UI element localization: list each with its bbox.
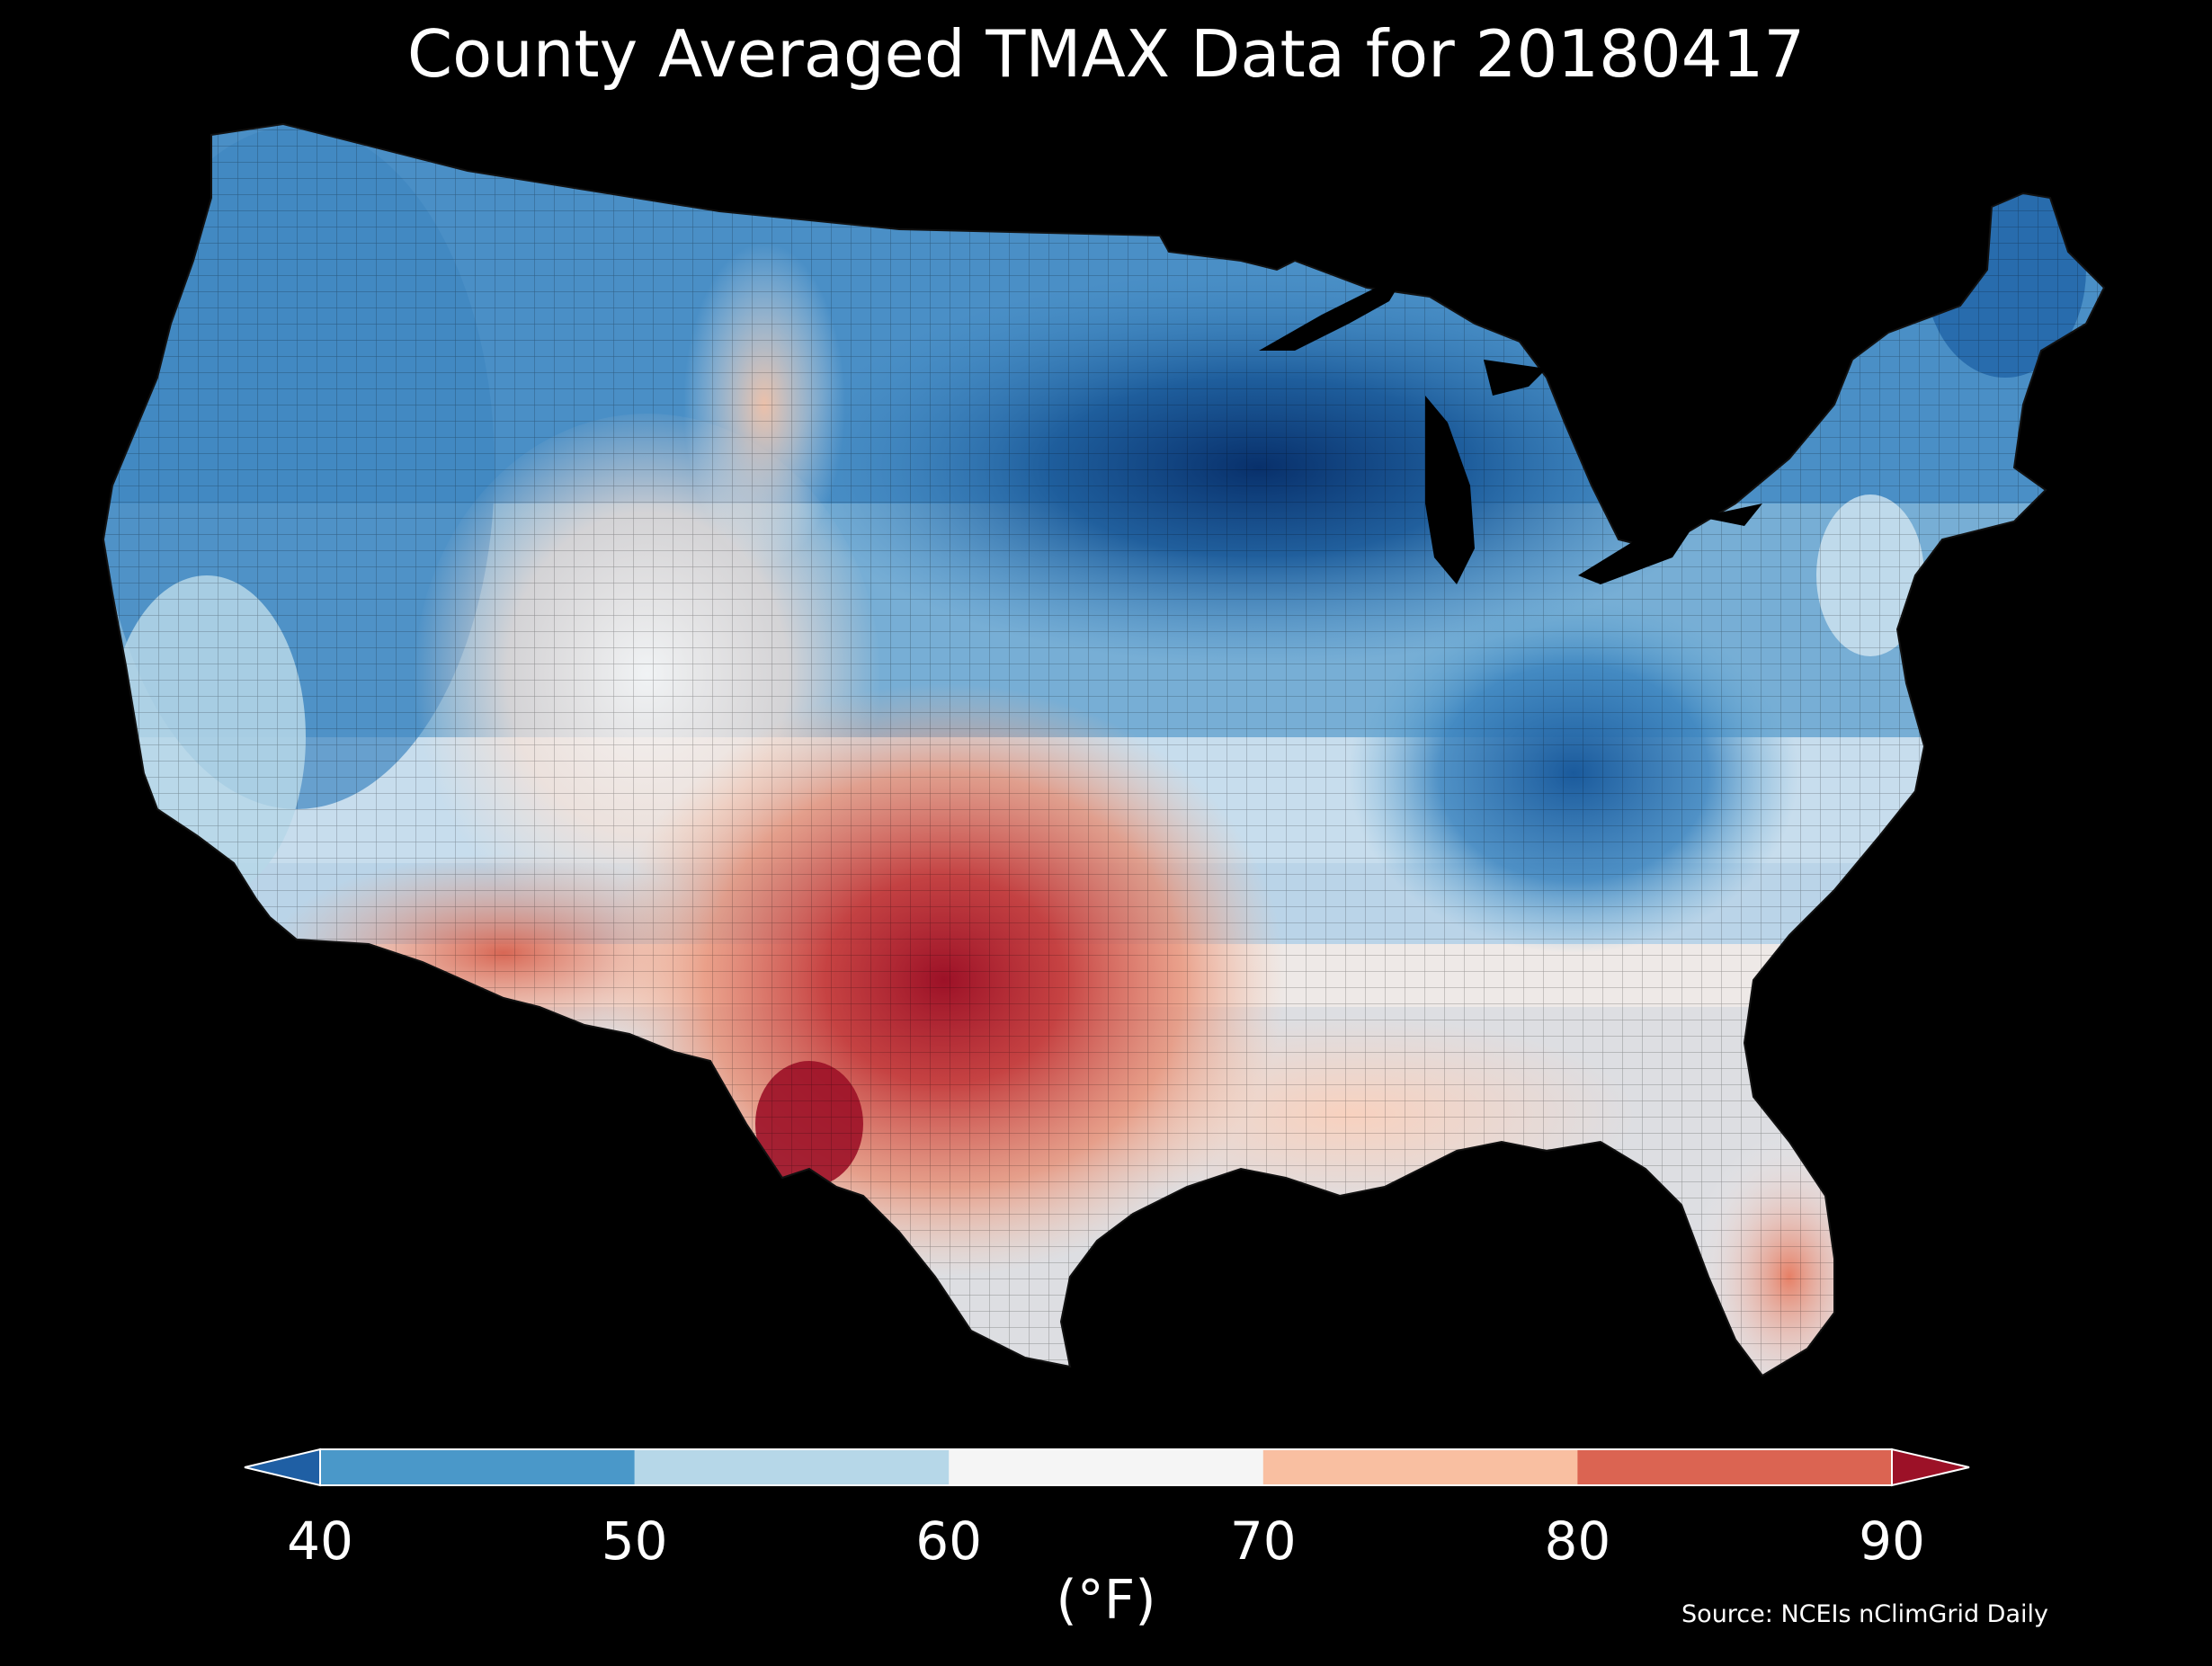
great-lakes: [1259, 279, 1762, 584]
colorbar-tick-90: 90: [1859, 1510, 1925, 1572]
colorbar-tick-70: 70: [1229, 1510, 1297, 1572]
map-title: County Averaged TMAX Data for 20180417: [406, 16, 1806, 92]
colorbar-tick-60: 60: [915, 1510, 983, 1572]
colorbar-over-arrow: [1891, 1448, 1970, 1487]
colorbar-under-arrow: [244, 1448, 321, 1487]
colorbar-bin-80-90: [1577, 1449, 1893, 1485]
colorbar-tick-40: 40: [287, 1510, 353, 1572]
colorbar-bin-70-80: [1262, 1449, 1578, 1485]
source-credit: Source: NCEIs nClimGrid Daily: [1681, 1600, 2048, 1628]
colorbar-tick-50: 50: [601, 1510, 668, 1572]
colorbar-units-label: (°F): [1056, 1569, 1156, 1632]
colorbar-bin-50-60: [634, 1449, 950, 1485]
colorbar-bin-60-70: [949, 1449, 1264, 1485]
colorbar-tick-80: 80: [1544, 1510, 1611, 1572]
colorbar-bin-40-50: [320, 1449, 636, 1485]
